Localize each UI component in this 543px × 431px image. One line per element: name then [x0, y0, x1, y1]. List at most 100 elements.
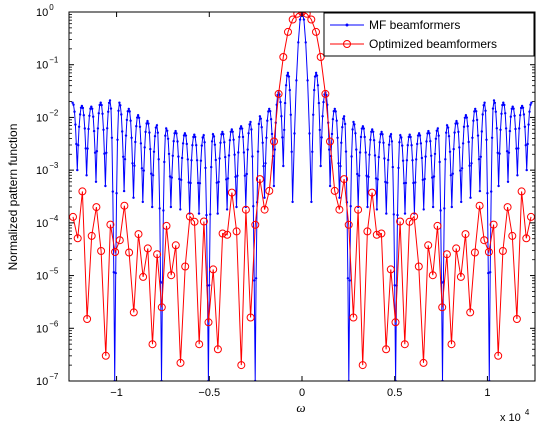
mf-beamformers-point — [187, 181, 190, 184]
mf-beamformers-point — [232, 138, 235, 141]
mf-beamformers-point — [317, 101, 321, 105]
mf-beamformers-point — [210, 140, 214, 143]
mf-beamformers-point — [246, 148, 249, 151]
mf-beamformers-point — [195, 159, 199, 162]
mf-beamformers-point — [369, 138, 372, 141]
mf-beamformers-point — [253, 279, 256, 282]
mf-beamformers-point — [318, 128, 321, 132]
y-tick-label: 10−5 — [36, 267, 59, 283]
mf-beamformers-point — [331, 118, 335, 121]
mf-beamformers-point — [89, 107, 92, 110]
optimized-beamformers-point — [354, 205, 363, 214]
optimized-beamformers-point — [508, 231, 517, 240]
mf-beamformers-point — [265, 136, 268, 139]
mf-beamformers-point — [134, 140, 137, 144]
mf-beamformers-point — [446, 126, 450, 129]
optimized-beamformers-point — [358, 361, 367, 370]
mf-beamformers-point — [115, 192, 118, 195]
mf-beamformers-point — [372, 130, 375, 133]
mf-beamformers-point — [225, 208, 229, 211]
optimized-beamformers-point — [241, 205, 250, 214]
mf-beamformers-point — [498, 152, 501, 155]
mf-beamformers-point — [467, 140, 470, 144]
optimized-beamformers-point — [368, 188, 377, 197]
mf-beamformers-point — [374, 177, 378, 180]
mf-beamformers-point — [508, 129, 512, 133]
mf-beamformers-point — [383, 157, 386, 160]
mf-beamformers-point — [313, 88, 316, 92]
mf-beamformers-point — [513, 114, 516, 118]
optimized-beamformers-point — [386, 265, 395, 274]
mf-beamformers-point — [197, 212, 201, 215]
mf-beamformers-point — [273, 148, 276, 151]
mf-beamformers-point — [243, 174, 247, 177]
mf-beamformers-point — [472, 119, 475, 122]
mf-beamformers-point — [175, 132, 178, 135]
optimized-beamformers-point — [489, 220, 498, 229]
mf-beamformers-point — [87, 127, 90, 131]
mf-beamformers-point — [74, 123, 77, 126]
optimized-beamformers-point — [213, 345, 222, 354]
mf-beamformers-point — [124, 134, 128, 137]
mf-beamformers-point — [428, 132, 431, 135]
mf-beamformers-point — [168, 175, 172, 178]
mf-beamformers-point — [475, 110, 478, 113]
mf-beamformers-point — [346, 277, 350, 280]
mf-beamformers-point — [96, 127, 100, 130]
mf-beamformers-point — [166, 137, 170, 140]
mf-beamformers-point — [203, 141, 206, 144]
mf-beamformers-point — [528, 110, 531, 113]
x-tick-label: −0.5 — [198, 387, 220, 399]
y-tick-label: 100 — [36, 3, 54, 19]
mf-beamformers-point — [100, 103, 103, 107]
optimized-beamformers-point — [87, 231, 96, 240]
mf-beamformers-point — [165, 127, 168, 130]
mf-beamformers-point — [418, 134, 422, 137]
mf-beamformers-point — [269, 110, 272, 113]
mf-beamformers-point — [424, 155, 427, 158]
mf-beamformers-point — [126, 110, 129, 113]
mf-beamformers-point — [108, 99, 112, 102]
optimized-beamformers-point — [153, 250, 162, 259]
mf-beamformers-point — [93, 151, 97, 154]
mf-beamformers-point — [387, 158, 390, 162]
mf-beamformers-point — [119, 104, 122, 107]
mf-beamformers-point — [370, 130, 373, 133]
y-tick-label: 10−3 — [36, 161, 59, 177]
mf-beamformers-point — [410, 144, 413, 147]
optimized-beamformers-point — [321, 89, 330, 98]
optimized-beamformers-point — [288, 15, 297, 24]
mf-beamformers-point — [386, 181, 389, 184]
mf-beamformers-point — [505, 150, 509, 153]
mf-beamformers-point — [223, 141, 226, 144]
mf-beamformers-point — [218, 157, 221, 160]
mf-beamformers-point — [390, 140, 394, 143]
mf-beamformers-point — [417, 132, 421, 135]
mf-beamformers-point — [319, 164, 322, 168]
optimized-beamformers-point — [274, 89, 283, 98]
mf-beamformers-point — [200, 144, 203, 147]
mf-beamformers-point — [406, 144, 409, 147]
mf-beamformers-point — [280, 115, 283, 118]
mf-beamformers-point — [166, 129, 169, 132]
mf-beamformers-point — [210, 165, 213, 169]
mf-beamformers-point — [211, 133, 215, 136]
mf-beamformers-point — [458, 146, 461, 149]
mf-beamformers-point — [419, 142, 423, 145]
mf-beamformers-point — [257, 122, 261, 126]
mf-beamformers-point — [177, 155, 180, 158]
optimized-beamformers-point — [157, 303, 166, 312]
mf-beamformers-point — [438, 160, 441, 164]
mf-beamformers-point — [285, 74, 289, 77]
mf-beamformers-point — [375, 208, 379, 211]
optimized-beamformers-point — [330, 186, 339, 195]
mf-beamformers-point — [519, 106, 523, 110]
mf-beamformers-point — [504, 127, 508, 130]
optimized-beamformers-point — [199, 217, 208, 226]
optimized-beamformers-point — [167, 271, 176, 280]
mf-beamformers-point — [281, 136, 284, 139]
mf-beamformers-point — [227, 154, 231, 157]
mf-beamformers-point — [287, 75, 291, 78]
mf-beamformers-point — [501, 103, 504, 107]
mf-beamformers-point — [136, 116, 139, 119]
